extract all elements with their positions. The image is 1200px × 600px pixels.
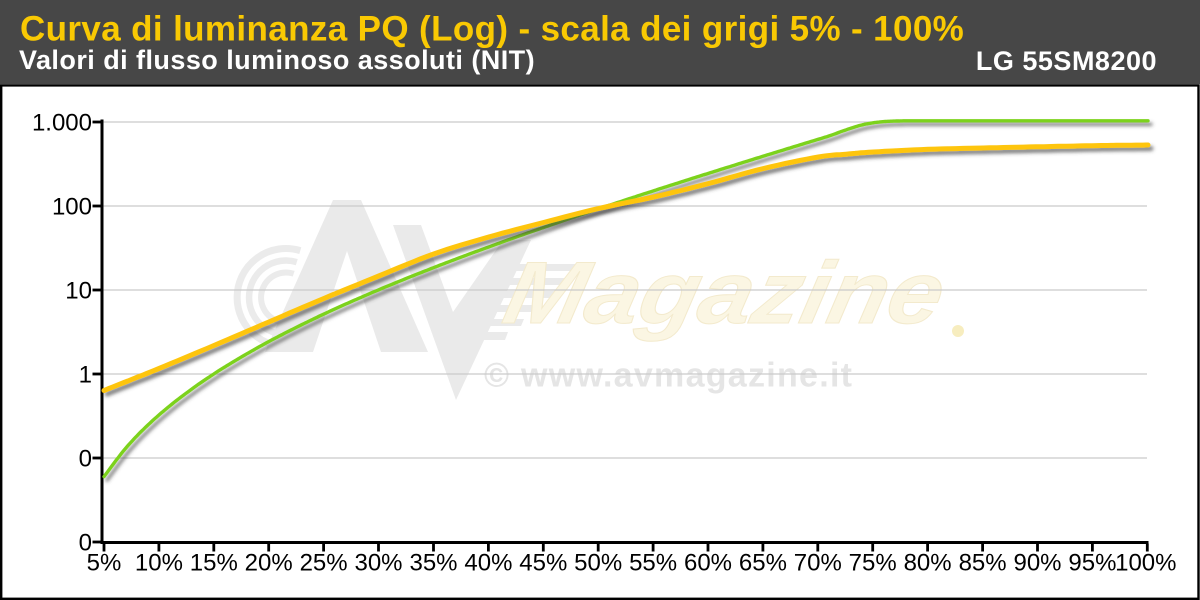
svg-text:65%: 65% — [739, 550, 787, 577]
svg-text:30%: 30% — [354, 550, 402, 577]
svg-text:LG 55SM8200: LG 55SM8200 — [976, 46, 1157, 76]
svg-text:© www.avmagazine.it: © www.avmagazine.it — [484, 357, 852, 395]
svg-text:60%: 60% — [684, 550, 732, 577]
svg-text:0: 0 — [79, 530, 92, 557]
svg-text:Valori di flusso luminoso asso: Valori di flusso luminoso assoluti (NIT) — [19, 45, 535, 75]
svg-text:35%: 35% — [409, 550, 457, 577]
svg-text:45%: 45% — [519, 550, 567, 577]
svg-text:55%: 55% — [629, 550, 677, 577]
svg-text:70%: 70% — [794, 550, 842, 577]
svg-text:25%: 25% — [300, 550, 348, 577]
svg-text:1: 1 — [79, 362, 92, 389]
svg-text:95%: 95% — [1068, 550, 1116, 577]
svg-text:90%: 90% — [1013, 550, 1061, 577]
svg-text:40%: 40% — [464, 550, 512, 577]
svg-text:10%: 10% — [135, 550, 183, 577]
svg-text:Curva di luminanza PQ (Log) -: Curva di luminanza PQ (Log) - scala dei … — [20, 10, 964, 49]
svg-text:1.000: 1.000 — [32, 110, 92, 137]
svg-text:15%: 15% — [190, 550, 238, 577]
svg-text:75%: 75% — [849, 550, 897, 577]
svg-text:20%: 20% — [245, 550, 293, 577]
svg-text:10: 10 — [65, 278, 92, 305]
svg-text:100%: 100% — [1115, 550, 1176, 577]
svg-text:80%: 80% — [904, 550, 952, 577]
svg-text:Magazine: Magazine — [496, 243, 954, 342]
svg-text:100: 100 — [52, 194, 92, 221]
svg-text:85%: 85% — [959, 550, 1007, 577]
svg-text:0: 0 — [79, 446, 92, 473]
svg-text:5%: 5% — [87, 550, 122, 577]
svg-text:50%: 50% — [574, 550, 622, 577]
